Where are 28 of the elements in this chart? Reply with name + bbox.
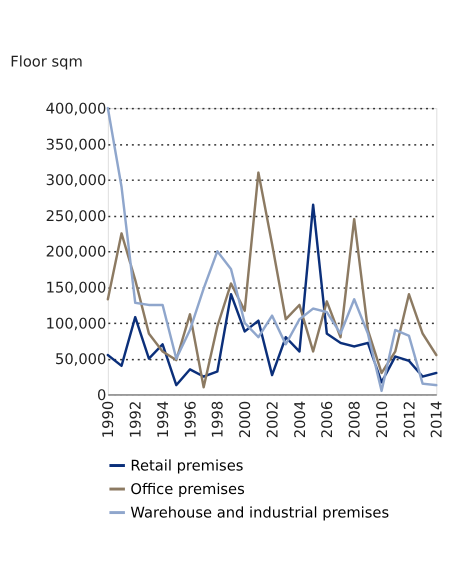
x-tick-label: 1998 [210,400,227,438]
y-tick-label: 200,000 [46,244,106,261]
x-tick-label: 1994 [154,400,172,438]
line-series [106,106,438,392]
legend-label: Office premises [130,480,245,498]
legend-label: Retail premises [130,457,244,474]
y-tick-label: 250,000 [46,208,106,225]
x-tick-label: 2004 [292,400,309,438]
y-axis-title: Floor sqm [10,53,83,70]
y-tick-label: 400,000 [46,100,106,118]
x-tick-label: 2014 [428,400,446,438]
x-tick-label: 2006 [319,400,336,438]
y-tick-label: 300,000 [46,172,106,190]
x-tick-label: 2010 [374,400,391,438]
y-tick-label: 50,000 [54,351,106,368]
x-tick-label: 2012 [401,400,418,438]
x-tick-label: 2002 [264,400,282,438]
x-tick-label: 1996 [182,400,200,438]
x-tick-label: 1992 [128,400,145,438]
x-tick-label: 2008 [346,400,364,438]
y-tick-label: 100,000 [46,315,106,332]
line-series [106,204,438,386]
legend-label: Warehouse and industrial premises [130,504,390,522]
line-series [106,171,438,388]
x-tick-label: 2000 [237,400,254,438]
y-tick-label: 150,000 [46,279,106,296]
y-tick-label: 350,000 [46,136,106,154]
x-tick-label: 1990 [100,400,118,438]
